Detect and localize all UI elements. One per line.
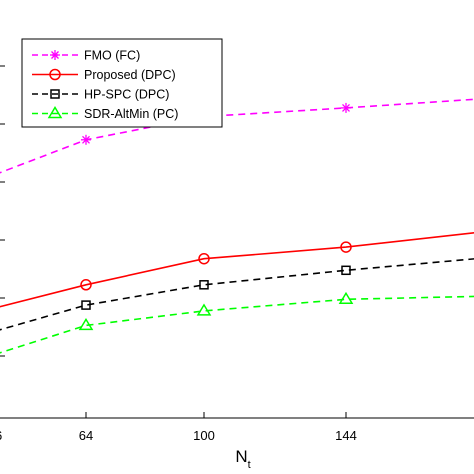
x-tick-label-2: 100 xyxy=(193,428,215,443)
series-line-1 xyxy=(0,232,474,308)
series-3-point-1 xyxy=(78,317,94,331)
legend-label-3: SDR-AltMin (PC) xyxy=(84,107,178,121)
series-2-point-3 xyxy=(341,265,351,276)
legend-marker-3 xyxy=(47,106,63,119)
series-1-point-2 xyxy=(198,252,210,265)
series-0-point-1 xyxy=(81,134,91,145)
x-axis-label-main: N xyxy=(235,447,247,466)
legend-marker-0 xyxy=(50,50,60,60)
legend-items: FMO (FC) Proposed (DPC) HP-SPC (DPC) SDR-Al… xyxy=(32,49,178,121)
series-3-point-3 xyxy=(338,291,354,305)
ticks-layer: 36 64 100 144 xyxy=(0,412,357,443)
legend-marker-1 xyxy=(49,68,61,81)
x-tick-label-1: 64 xyxy=(79,428,93,443)
x-axis-label-subscript: t xyxy=(248,459,251,471)
x-tick-label-0: 36 xyxy=(0,428,2,443)
series-2-point-1 xyxy=(81,300,91,310)
legend-marker-2 xyxy=(50,89,60,99)
series-2-point-2 xyxy=(199,280,209,290)
axes-layer xyxy=(0,65,474,419)
legend-label-2: HP-SPC (DPC) xyxy=(84,88,169,102)
series-3-point-2 xyxy=(196,303,212,316)
series-line-3 xyxy=(0,295,474,354)
x-tick-label-3: 144 xyxy=(335,428,357,443)
series-1-point-3 xyxy=(340,241,352,253)
series-line-2 xyxy=(0,258,474,331)
legend: FMO (FC) Proposed (DPC) HP-SPC (DPC) SDR-Al… xyxy=(21,38,223,128)
series-1-point-1 xyxy=(80,279,92,291)
legend-label-1: Proposed (DPC) xyxy=(84,68,176,82)
x-axis-label: Nt xyxy=(235,447,250,471)
legend-label-0: FMO (FC) xyxy=(84,49,140,63)
series-0-point-3 xyxy=(341,102,351,113)
